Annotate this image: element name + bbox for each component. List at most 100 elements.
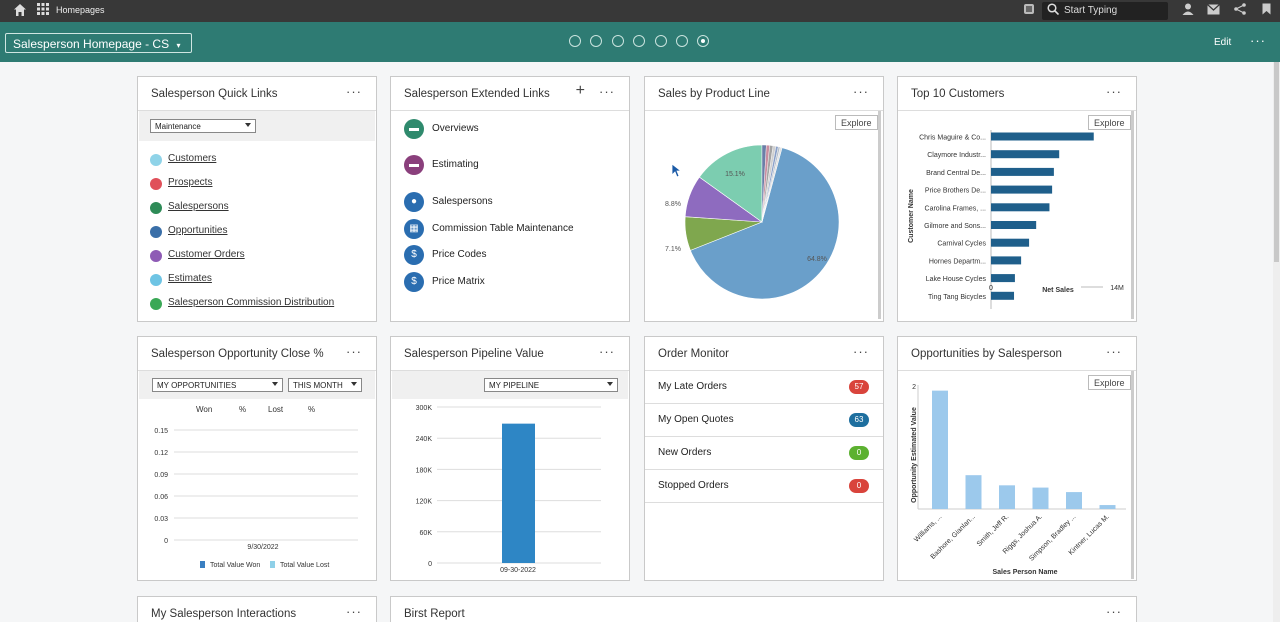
link-icon (150, 154, 162, 166)
app-title[interactable]: Homepages (56, 5, 105, 15)
tile-more-button[interactable]: ··· (853, 344, 869, 359)
tile-scrollbar[interactable] (1131, 111, 1134, 319)
order-row-stopped-orders[interactable]: Stopped Orders 0 (645, 470, 883, 503)
tile-more-button[interactable]: ··· (1106, 344, 1122, 359)
dropdown-value: MY OPPORTUNITIES (157, 381, 237, 390)
tick-label: 60K (420, 530, 433, 537)
search-box[interactable]: Start Typing (1042, 2, 1168, 20)
tile-more-button[interactable]: ··· (1106, 84, 1122, 99)
bar (991, 185, 1053, 194)
quick-links-dropdown[interactable]: Maintenance (150, 119, 256, 133)
pie-chart: 64.8% 7.1% 8.8% 15.1% (665, 144, 840, 300)
share-icon[interactable] (1232, 3, 1248, 19)
explore-button[interactable]: Explore (1088, 375, 1131, 390)
page-dot-6[interactable] (676, 35, 688, 47)
tick-label: 0 (428, 561, 432, 568)
page-dot-3[interactable] (612, 35, 624, 47)
mail-icon[interactable] (1205, 3, 1221, 19)
dropdown-value: Maintenance (155, 122, 201, 131)
axis-label: Net Sales (1042, 287, 1074, 294)
tile-title: My Salesperson Interactions (151, 608, 297, 620)
divider (898, 370, 1136, 371)
opportunity-close-tile: Salesperson Opportunity Close % ··· MY O… (137, 336, 377, 581)
tile-title: Salesperson Opportunity Close % (151, 348, 324, 360)
caret-down-icon (245, 123, 251, 127)
scrollbar-thumb[interactable] (1274, 62, 1279, 262)
add-icon[interactable]: + (575, 82, 585, 99)
tile-more-button[interactable]: ··· (599, 344, 615, 359)
divider (138, 370, 376, 371)
caret-down-icon: ▾ (176, 41, 181, 50)
tile-scrollbar[interactable] (878, 111, 881, 319)
stop-icon[interactable] (1021, 3, 1037, 19)
birst-report-tile: Birst Report ··· (390, 596, 1137, 622)
explore-button[interactable]: Explore (835, 115, 878, 130)
link-label: Price Codes (432, 249, 487, 260)
opportunities-dropdown[interactable]: MY OPPORTUNITIES (152, 378, 283, 392)
pie-slice (690, 147, 840, 300)
bar (991, 238, 1030, 247)
caret-down-icon (351, 382, 357, 386)
tile-more-button[interactable]: ··· (346, 84, 362, 99)
tick-label: Brand Central De... (926, 170, 986, 177)
bookmark-icon[interactable] (1258, 3, 1274, 19)
pipeline-dropdown[interactable]: MY PIPELINE (484, 378, 618, 392)
page-dot-2[interactable] (590, 35, 602, 47)
bar (502, 423, 535, 563)
tile-more-button[interactable]: ··· (599, 84, 615, 99)
axis-label: Sales Person Name (993, 569, 1058, 576)
tile-scrollbar[interactable] (1131, 371, 1134, 579)
bar (965, 475, 982, 509)
explore-button[interactable]: Explore (1088, 115, 1131, 130)
link-icon (150, 226, 162, 238)
search-input[interactable]: Start Typing (1064, 5, 1118, 16)
tile-more-button[interactable]: ··· (346, 604, 362, 619)
count-badge: 57 (849, 380, 869, 394)
link-icon (150, 274, 162, 286)
dollar-icon: $ (404, 272, 424, 292)
bar (999, 485, 1015, 509)
axis-label: Opportunity Estimated Value (911, 407, 918, 503)
tick-label: Claymore Industr... (927, 152, 986, 159)
page-dot-1[interactable] (569, 35, 581, 47)
order-row-my-late-orders[interactable]: My Late Orders 57 (645, 371, 883, 404)
top-customers-chart: Chris Maguire & Co... Claymore Industr...… (908, 130, 1124, 309)
order-row-new-orders[interactable]: New Orders 0 (645, 437, 883, 470)
tick-label: 0 (989, 285, 993, 292)
col-won-pct: % (239, 405, 247, 414)
period-dropdown[interactable]: THIS MONTH (288, 378, 362, 392)
divider (391, 110, 629, 111)
row-label: Stopped Orders (658, 480, 729, 491)
tile-more-button[interactable]: ··· (853, 84, 869, 99)
homepage-selector-label: Salesperson Homepage - CS (13, 37, 170, 51)
order-row-my-open-quotes[interactable]: My Open Quotes 63 (645, 404, 883, 437)
tick-label: Gilmore and Sons... (924, 223, 986, 230)
tick-label: 300K (416, 405, 433, 412)
bar (991, 167, 1054, 176)
bar (1032, 487, 1049, 509)
link-label: Customer Orders (168, 249, 245, 260)
tick-label: 0.09 (154, 472, 168, 479)
sales-by-product-line-tile: Sales by Product Line ··· Explore 64.8% 7… (644, 76, 884, 322)
bar (991, 274, 1015, 283)
tick-label: 240K (416, 436, 433, 443)
tile-title: Opportunities by Salesperson (911, 348, 1062, 360)
apps-grid-icon[interactable] (35, 3, 51, 19)
page-dot-4[interactable] (633, 35, 645, 47)
home-icon[interactable] (12, 3, 28, 19)
tick-label: Lake House Cycles (926, 276, 987, 283)
user-icon[interactable] (1180, 3, 1196, 19)
edit-button[interactable]: Edit (1214, 37, 1232, 48)
homepage-selector[interactable]: Salesperson Homepage - CS ▾ (5, 33, 192, 53)
page-scrollbar[interactable] (1273, 62, 1280, 622)
tile-more-button[interactable]: ··· (346, 344, 362, 359)
folder-icon: ▬ (404, 119, 424, 139)
link-label: Customers (168, 153, 217, 164)
legend-swatch (200, 561, 205, 568)
tile-title: Sales by Product Line (658, 88, 770, 100)
page-dot-7[interactable] (697, 35, 709, 47)
header-more-button[interactable]: ··· (1250, 33, 1266, 48)
interactions-tile: My Salesperson Interactions ··· (137, 596, 377, 622)
tile-more-button[interactable]: ··· (1106, 604, 1122, 619)
page-dot-5[interactable] (655, 35, 667, 47)
